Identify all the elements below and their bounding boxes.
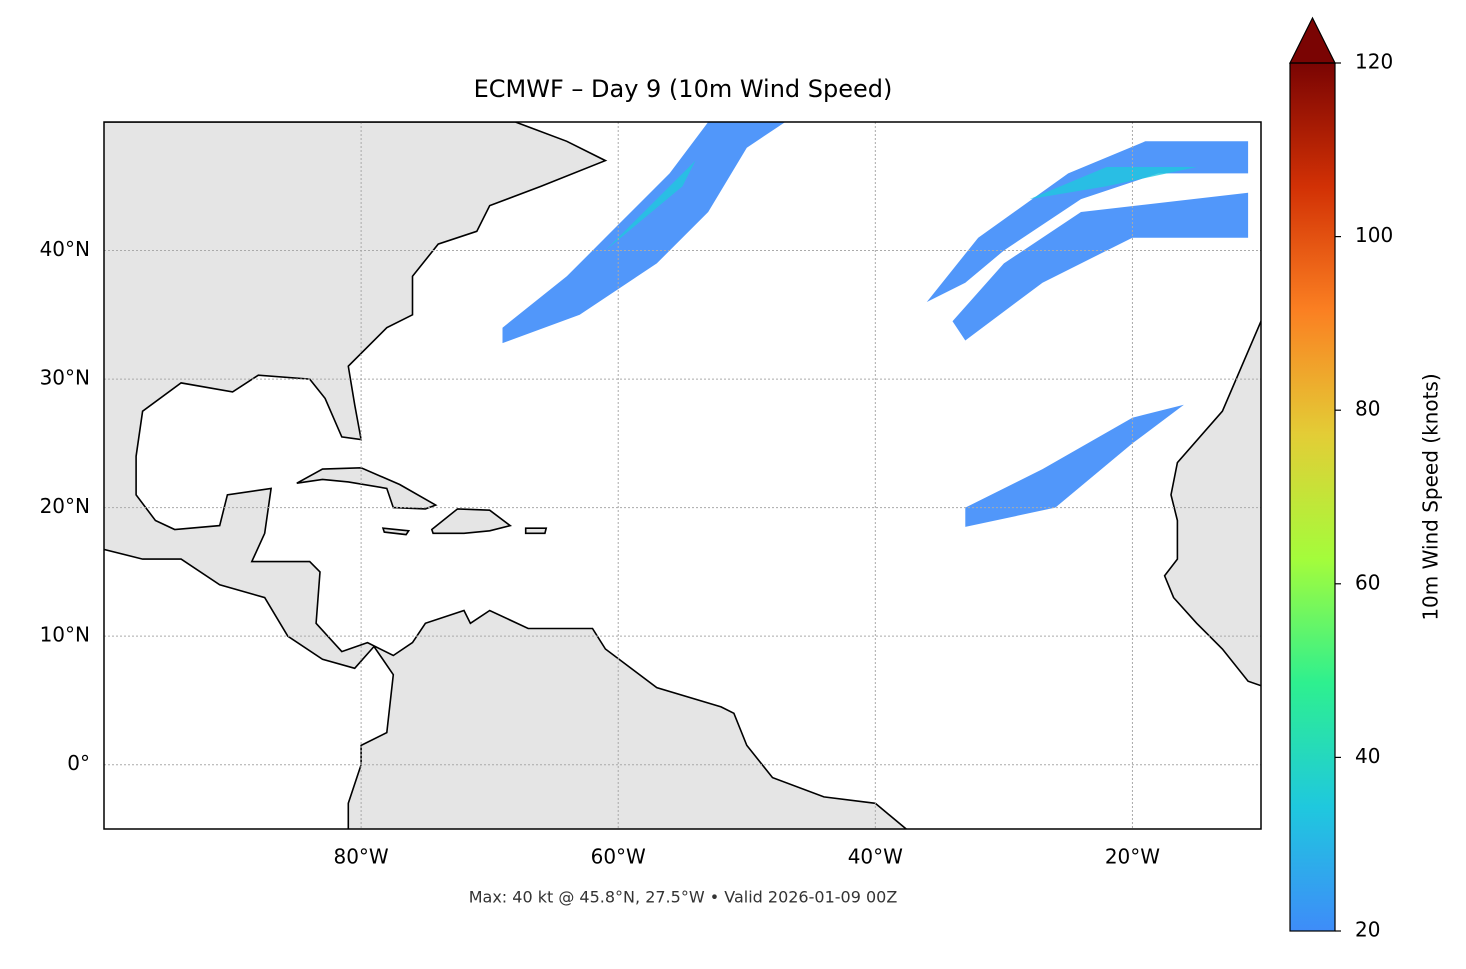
land — [1163, 319, 1261, 687]
land — [430, 508, 513, 535]
x-tick-label: 40°W — [848, 845, 903, 869]
y-tick-label: 20°N — [40, 494, 90, 518]
colorbar-label: 10m Wind Speed (knots) — [1419, 373, 1443, 620]
y-tick-label: 10°N — [40, 623, 90, 647]
wind-area — [952, 192, 1249, 341]
colorbar-tick-label: 40 — [1355, 744, 1380, 768]
land — [104, 122, 908, 829]
map-layer — [104, 122, 1261, 829]
wind-area — [926, 141, 1249, 302]
x-tick-label: 20°W — [1105, 845, 1160, 869]
map-frame — [103, 121, 1262, 830]
wind-area — [965, 404, 1184, 527]
x-tick-label: 80°W — [333, 845, 388, 869]
y-tick-label: 40°N — [40, 237, 90, 261]
land — [296, 466, 438, 510]
colorbar-tick-label: 20 — [1355, 918, 1380, 942]
land — [524, 527, 548, 535]
wind-area — [502, 122, 786, 344]
colorbar-frame — [1289, 62, 1336, 932]
x-tick-label: 60°W — [591, 845, 646, 869]
wind-core — [605, 160, 696, 251]
colorbar-tick-label: 120 — [1355, 50, 1393, 74]
colorbar — [1290, 63, 1335, 931]
y-tick-label: 30°N — [40, 366, 90, 390]
colorbar-tick-label: 100 — [1355, 223, 1393, 247]
colorbar-tick-label: 80 — [1355, 397, 1380, 421]
map-title: ECMWF – Day 9 (10m Wind Speed) — [474, 75, 893, 103]
y-tick-label: 0° — [67, 751, 90, 775]
land — [381, 527, 411, 536]
colorbar-tick-label: 60 — [1355, 570, 1380, 594]
wind-core — [1029, 167, 1197, 200]
map-note: Max: 40 kt @ 45.8°N, 27.5°W • Valid 2026… — [469, 888, 898, 907]
